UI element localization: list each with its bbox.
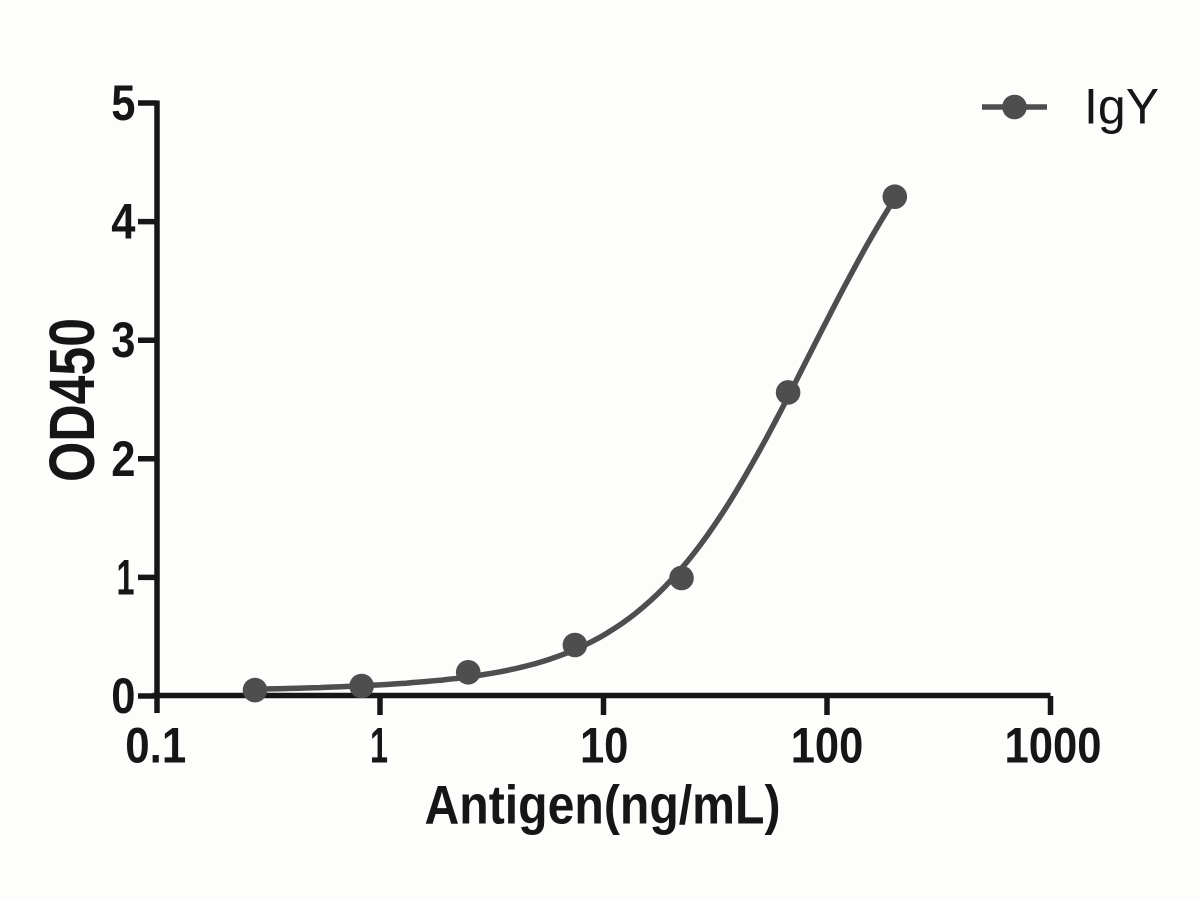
svg-text:5: 5 [111,75,135,131]
svg-text:4: 4 [111,194,135,250]
svg-text:0: 0 [111,668,135,724]
svg-text:1000: 1000 [1005,718,1102,774]
svg-text:2: 2 [111,431,135,487]
svg-text:Antigen(ng/mL): Antigen(ng/mL) [425,774,781,836]
svg-text:0.1: 0.1 [125,718,186,774]
svg-text:IgY: IgY [1084,79,1159,135]
svg-text:10: 10 [580,718,629,774]
svg-text:OD450: OD450 [36,318,108,482]
svg-text:3: 3 [111,312,135,368]
svg-text:100: 100 [791,718,864,774]
svg-text:1: 1 [370,718,388,774]
svg-text:1: 1 [117,549,135,605]
